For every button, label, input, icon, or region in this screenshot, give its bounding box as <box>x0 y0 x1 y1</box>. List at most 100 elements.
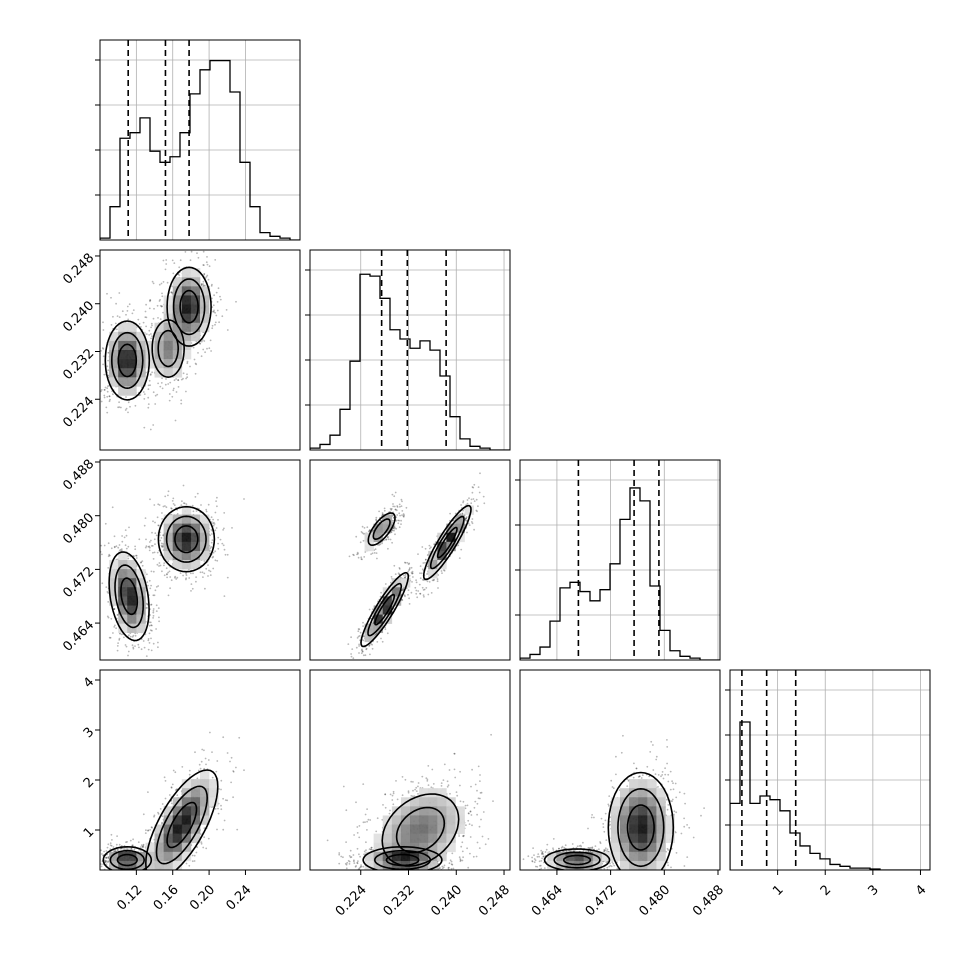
scatter-point <box>138 323 141 325</box>
scatter-point <box>403 514 405 517</box>
scatter-point <box>362 621 364 624</box>
scatter-point <box>120 633 123 636</box>
scatter-point <box>162 259 165 262</box>
scatter-point <box>206 256 208 258</box>
scatter-point <box>150 326 153 329</box>
scatter-point <box>202 264 205 266</box>
scatter-point <box>145 545 148 548</box>
scatter-point <box>100 390 102 393</box>
scatter-point <box>353 554 355 557</box>
scatter-point <box>175 391 178 393</box>
scatter-point <box>436 580 439 583</box>
scatter-point <box>116 667 118 669</box>
scatter-point <box>179 259 182 262</box>
scatter-point <box>401 514 403 516</box>
scatter-point <box>410 591 413 594</box>
scatter-point <box>126 872 128 874</box>
scatter-point <box>203 218 205 220</box>
scatter-point <box>408 568 411 571</box>
scatter-point <box>185 390 187 393</box>
scatter-point <box>213 310 215 313</box>
scatter-point <box>171 500 174 502</box>
scatter-point <box>101 582 104 585</box>
scatter-point <box>145 890 147 892</box>
scatter-point <box>150 649 153 652</box>
scatter-point <box>162 281 165 283</box>
scatter-point <box>151 678 153 680</box>
scatter-point <box>148 624 151 627</box>
scatter-point <box>397 572 400 575</box>
density-cell <box>437 541 447 552</box>
scatter-point <box>167 571 170 574</box>
density-cell <box>181 541 192 552</box>
scatter-point <box>158 616 160 619</box>
scatter-point <box>393 495 396 498</box>
scatter-point <box>170 786 173 788</box>
pair-content <box>100 484 245 680</box>
scatter-point <box>214 529 217 532</box>
scatter-point <box>216 505 218 508</box>
scatter-point <box>243 498 245 500</box>
scatter-point <box>152 520 154 523</box>
scatter-point <box>398 573 401 576</box>
scatter-point <box>226 329 229 331</box>
scatter-point <box>466 531 468 534</box>
density-cell <box>163 304 174 314</box>
scatter-point <box>156 393 159 396</box>
scatter-point <box>368 529 371 532</box>
scatter-point <box>178 274 181 276</box>
scatter-point <box>221 315 224 318</box>
scatter-point <box>225 309 228 311</box>
scatter-point <box>360 531 363 533</box>
scatter-point <box>89 374 91 376</box>
scatter-point <box>107 359 109 362</box>
scatter-point <box>399 505 401 508</box>
scatter-point <box>132 647 135 650</box>
scatter-point <box>152 642 155 645</box>
scatter-point <box>212 310 214 313</box>
scatter-point <box>142 391 145 393</box>
density-cell <box>181 322 192 333</box>
density-cell <box>464 505 474 515</box>
scatter-point <box>362 532 365 535</box>
scatter-point <box>181 500 183 503</box>
scatter-point <box>393 529 395 532</box>
density-cell <box>455 514 465 524</box>
scatter-point <box>145 316 148 319</box>
scatter-point <box>165 378 167 380</box>
scatter-point <box>161 387 164 390</box>
scatter-point <box>153 504 156 506</box>
scatter-point <box>430 592 433 594</box>
scatter-point <box>133 555 135 557</box>
scatter-point <box>399 514 401 517</box>
scatter-point <box>195 363 198 366</box>
scatter-point <box>139 394 142 396</box>
scatter-point <box>217 542 220 545</box>
scatter-point <box>419 572 421 575</box>
scatter-point <box>443 569 446 572</box>
scatter-point <box>402 515 405 518</box>
scatter-point <box>118 873 120 875</box>
scatter-point <box>392 503 394 505</box>
scatter-point <box>146 607 148 609</box>
contour-line <box>422 504 472 581</box>
scatter-point <box>373 552 376 554</box>
scatter-point <box>436 578 439 580</box>
scatter-point <box>397 519 399 522</box>
scatter-point <box>86 860 88 862</box>
scatter-point <box>358 652 360 654</box>
scatter-point <box>151 324 153 327</box>
scatter-point <box>226 752 229 754</box>
scatter-point <box>201 339 204 341</box>
density-cell <box>181 560 192 570</box>
scatter-point <box>358 635 361 637</box>
scatter-point <box>145 333 148 335</box>
scatter-point <box>150 570 153 573</box>
scatter-point <box>125 534 128 537</box>
density-cell <box>163 350 174 360</box>
scatter-point <box>97 396 99 398</box>
scatter-point <box>147 388 150 391</box>
scatter-point <box>132 838 135 841</box>
scatter-point <box>361 558 363 561</box>
scatter-point <box>167 594 170 597</box>
